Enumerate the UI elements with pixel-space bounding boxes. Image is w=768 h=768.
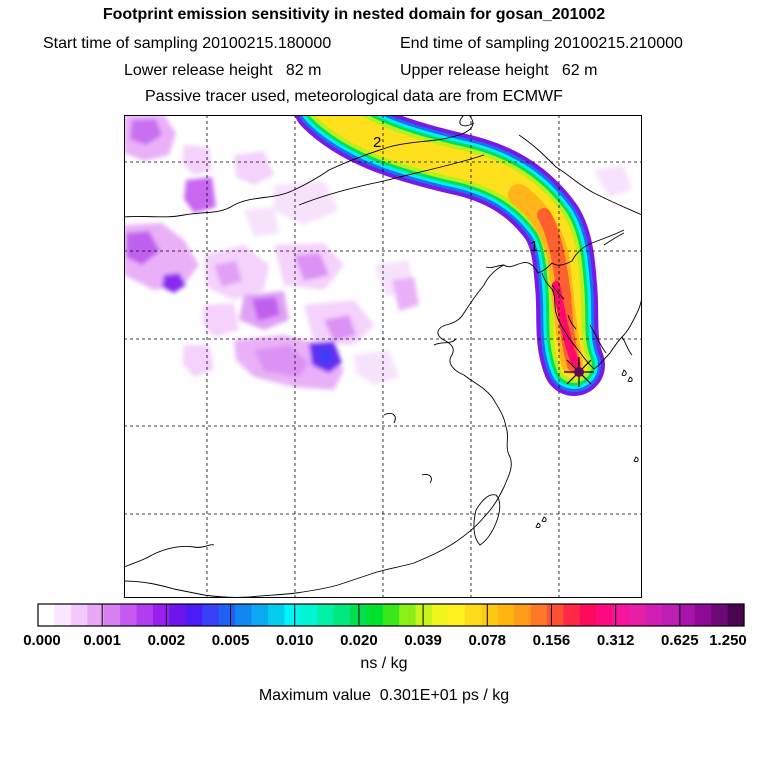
colorbar-swatches bbox=[38, 604, 745, 626]
colorbar-tick-label: 1.250 bbox=[709, 632, 747, 649]
colorbar-swatch bbox=[87, 604, 105, 626]
colorbar-tick-label: 0.005 bbox=[212, 632, 250, 649]
colorbar-tick-label: 0.156 bbox=[533, 632, 571, 649]
colorbar-swatch bbox=[152, 604, 170, 626]
colorbar-swatch bbox=[432, 604, 450, 626]
colorbar-dividers bbox=[101, 604, 681, 626]
sampling-start: Start time of sampling 20100215.180000 bbox=[43, 35, 332, 52]
colorbar-swatch bbox=[185, 604, 203, 626]
colorbar-swatch bbox=[284, 604, 302, 626]
colorbar-swatch bbox=[481, 604, 499, 626]
colorbar-tick-label: 0.001 bbox=[83, 632, 121, 649]
colorbar: 0.000 0.001 0.002 0.005 0.010 0.020 0.039 0.078… bbox=[23, 603, 747, 649]
colorbar-swatch bbox=[54, 604, 72, 626]
colorbar-swatch bbox=[251, 604, 269, 626]
colorbar-swatch bbox=[120, 604, 138, 626]
footprint-map: 2 1 bbox=[124, 115, 642, 598]
release-lower: Lower release height 82 m bbox=[124, 62, 322, 79]
colorbar-tick-label: 0.020 bbox=[340, 632, 378, 649]
colorbar-swatch bbox=[300, 604, 318, 626]
coastlines bbox=[124, 115, 642, 598]
sensitivity-plume bbox=[294, 115, 605, 396]
sensitivity-patches bbox=[124, 115, 632, 390]
colorbar-frame bbox=[37, 603, 745, 627]
colorbar-swatch bbox=[727, 604, 745, 626]
colorbar-swatch bbox=[399, 604, 417, 626]
colorbar-swatch bbox=[563, 604, 581, 626]
plume-label-1: 1 bbox=[530, 238, 538, 255]
sampling-end: End time of sampling 20100215.210000 bbox=[400, 35, 683, 52]
colorbar-swatch bbox=[70, 604, 88, 626]
colorbar-tick-label: 0.039 bbox=[404, 632, 442, 649]
colorbar-swatch bbox=[530, 604, 548, 626]
colorbar-tick-label: 0.078 bbox=[468, 632, 506, 649]
colorbar-units: ns / kg bbox=[360, 655, 408, 672]
colorbar-swatch bbox=[218, 604, 236, 626]
colorbar-swatch bbox=[514, 604, 532, 626]
colorbar-swatch bbox=[464, 604, 482, 626]
colorbar-tick-label: 0.010 bbox=[276, 632, 314, 649]
colorbar-tick-label: 0.000 bbox=[23, 632, 61, 649]
colorbar-swatch bbox=[448, 604, 466, 626]
colorbar-swatch bbox=[38, 604, 56, 626]
colorbar-swatch bbox=[546, 604, 564, 626]
colorbar-swatch bbox=[579, 604, 597, 626]
colorbar-tick-label: 0.625 bbox=[661, 632, 699, 649]
colorbar-swatch bbox=[612, 604, 630, 626]
release-upper: Upper release height 62 m bbox=[400, 62, 598, 79]
colorbar-swatch bbox=[366, 604, 384, 626]
colorbar-swatch bbox=[497, 604, 515, 626]
colorbar-swatch bbox=[317, 604, 335, 626]
colorbar-swatch bbox=[103, 604, 121, 626]
colorbar-tick-label: 0.312 bbox=[597, 632, 635, 649]
lat-lon-grid bbox=[124, 115, 642, 598]
colorbar-swatch bbox=[629, 604, 647, 626]
tracer-note: Passive tracer used, meteorological data… bbox=[145, 88, 563, 105]
plume-label-2: 2 bbox=[373, 134, 381, 151]
colorbar-swatch bbox=[267, 604, 285, 626]
colorbar-swatch bbox=[694, 604, 712, 626]
colorbar-swatch bbox=[596, 604, 614, 626]
colorbar-swatch bbox=[202, 604, 220, 626]
colorbar-tick-label: 0.002 bbox=[148, 632, 186, 649]
release-site-marker bbox=[564, 357, 594, 387]
colorbar-tick-labels: 0.000 0.001 0.002 0.005 0.010 0.020 0.039 0.078… bbox=[23, 632, 747, 649]
colorbar-swatch bbox=[235, 604, 253, 626]
colorbar-swatch bbox=[169, 604, 187, 626]
colorbar-swatch bbox=[333, 604, 351, 626]
maximum-value: Maximum value 0.301E+01 ps / kg bbox=[258, 687, 510, 704]
colorbar-swatch bbox=[382, 604, 400, 626]
colorbar-swatch bbox=[136, 604, 154, 626]
colorbar-swatch bbox=[661, 604, 679, 626]
colorbar-swatch bbox=[711, 604, 729, 626]
colorbar-swatch bbox=[678, 604, 696, 626]
colorbar-swatch bbox=[415, 604, 433, 626]
plot-title: Footprint emission sensitivity in nested… bbox=[102, 6, 606, 23]
colorbar-swatch bbox=[645, 604, 663, 626]
